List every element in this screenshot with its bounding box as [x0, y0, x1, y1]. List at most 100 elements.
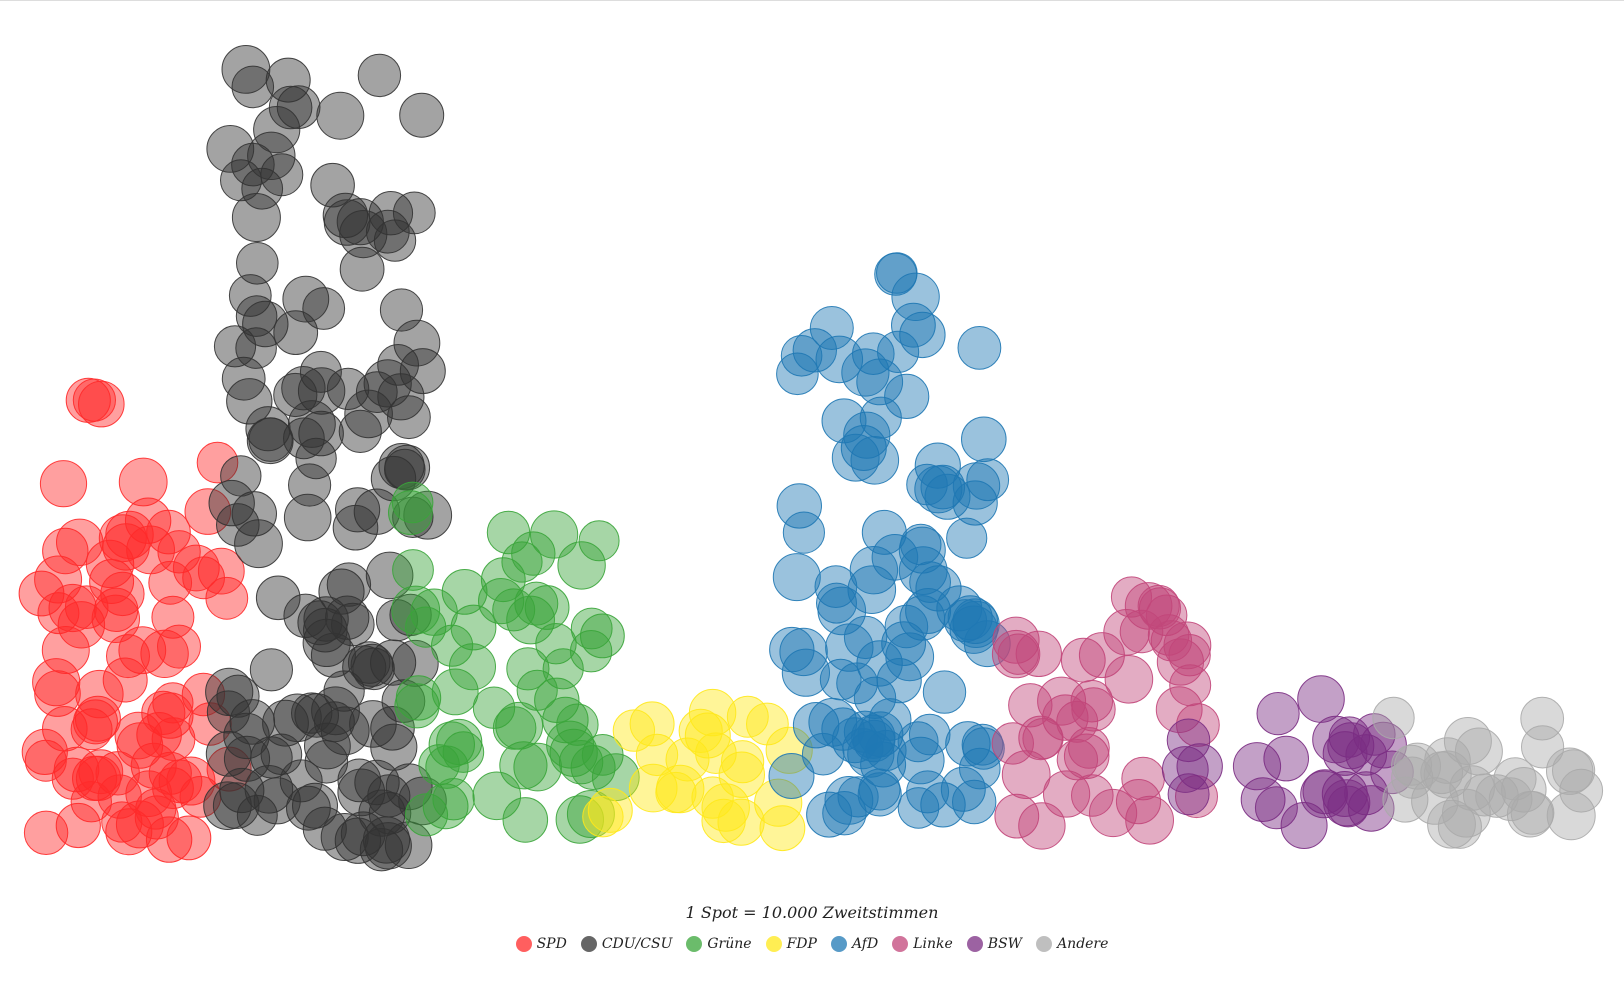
spot: [1138, 587, 1182, 630]
spot: [849, 546, 899, 595]
spot: [394, 683, 440, 729]
spot: [582, 796, 624, 838]
spot: [949, 605, 998, 654]
spot: [853, 676, 897, 719]
spot: [814, 565, 858, 608]
spot: [1015, 630, 1063, 677]
spot: [303, 596, 349, 642]
legend-swatch: [765, 936, 782, 952]
spot: [492, 588, 536, 632]
spot: [851, 714, 896, 759]
spot: [65, 377, 111, 423]
legend-item: AfD: [830, 936, 878, 952]
legend-swatch: [830, 936, 847, 952]
spot: [70, 708, 113, 751]
legend: 1 Spot = 10.000 Zweitstimmen SPD CDU/CSU G…: [0, 903, 1624, 952]
spot: [966, 458, 1010, 502]
spot: [557, 541, 606, 590]
legend-items: SPD CDU/CSU Grüne FDP AfD Linke BSW Andere: [0, 936, 1624, 952]
spot: [220, 455, 262, 497]
spot: [253, 777, 301, 825]
spot: [530, 510, 579, 559]
spot: [780, 335, 823, 377]
spot-scale-note: 1 Spot = 10.000 Zweitstimmen: [685, 903, 939, 922]
spot: [115, 800, 164, 849]
spot: [288, 463, 332, 507]
legend-item: SPD: [515, 936, 567, 952]
spot: [212, 782, 260, 829]
spot: [768, 753, 815, 799]
spot: [91, 594, 141, 643]
legend-label: Grüne: [707, 936, 752, 952]
spot: [151, 595, 195, 639]
spot: [899, 311, 946, 359]
spot: [166, 815, 212, 861]
spot: [221, 45, 271, 94]
spot: [881, 621, 926, 666]
spot: [1510, 791, 1555, 835]
spot: [405, 606, 447, 648]
spot: [831, 433, 880, 482]
spot: [323, 670, 365, 712]
spot: [146, 509, 191, 555]
series-fdp: [582, 688, 813, 852]
spot: [48, 583, 97, 633]
spot: [1254, 786, 1298, 830]
series-linke: [991, 576, 1220, 850]
spot: [821, 398, 867, 444]
spot: [292, 782, 338, 829]
spot: [874, 252, 918, 296]
spot: [197, 547, 245, 595]
spot: [506, 595, 555, 645]
spot: [678, 708, 723, 754]
spot: [172, 544, 220, 592]
spot: [311, 686, 360, 736]
spot: [235, 241, 279, 285]
spot: [235, 295, 278, 337]
spot: [1327, 785, 1370, 828]
spot: [994, 793, 1040, 839]
spot: [472, 686, 516, 729]
spot: [856, 358, 904, 406]
spot: [1280, 802, 1328, 849]
spot: [781, 648, 831, 697]
spot: [320, 813, 369, 861]
spot: [303, 607, 348, 653]
spot: [288, 400, 336, 448]
spot: [208, 479, 255, 527]
spot: [206, 124, 255, 173]
spot: [900, 523, 942, 566]
spot: [283, 417, 325, 460]
spot: [384, 444, 431, 491]
spot: [1063, 733, 1110, 780]
spot: [399, 348, 446, 395]
spot: [847, 730, 895, 778]
spot: [472, 771, 522, 821]
spot: [908, 713, 951, 756]
spot: [279, 759, 323, 803]
spot: [801, 732, 845, 776]
spot: [952, 480, 998, 526]
spot: [299, 350, 342, 393]
spot: [486, 510, 531, 555]
spot: [992, 616, 1040, 664]
spot: [836, 662, 878, 705]
spot: [506, 647, 550, 691]
spot-chart: [18, 45, 1604, 872]
spot: [213, 325, 257, 368]
spot: [242, 300, 289, 348]
spot: [1071, 774, 1114, 817]
spot: [134, 795, 179, 840]
spot: [436, 718, 483, 766]
spot: [546, 720, 595, 769]
spot: [922, 670, 967, 714]
spot: [1449, 765, 1495, 811]
spot: [897, 787, 940, 829]
spot: [776, 483, 822, 529]
spot: [1110, 576, 1153, 618]
spot: [1089, 788, 1138, 838]
spot: [368, 191, 414, 236]
spot: [1155, 686, 1203, 733]
spot: [148, 751, 192, 795]
spot: [294, 693, 340, 738]
